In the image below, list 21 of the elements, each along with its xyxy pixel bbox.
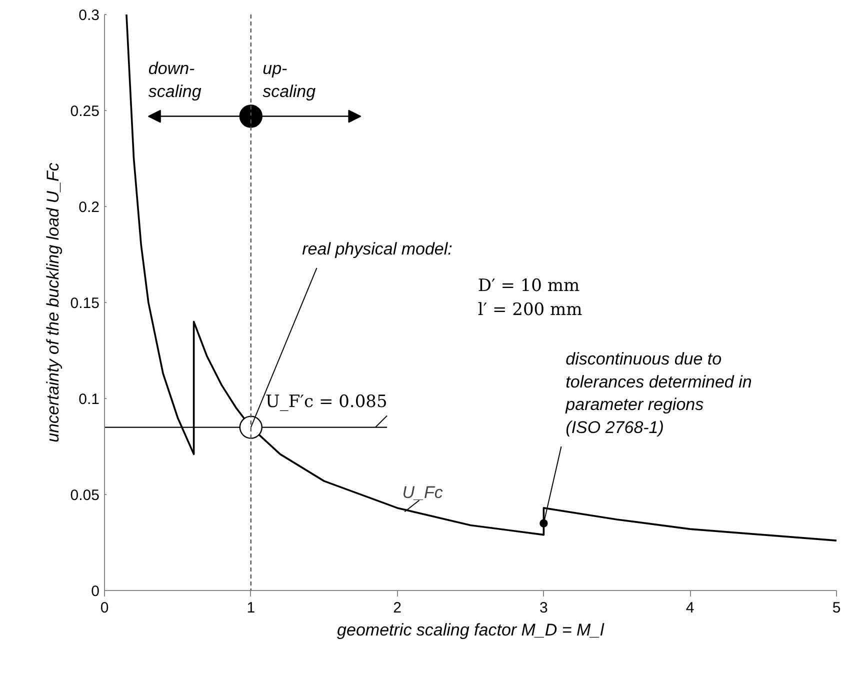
y-tick-label: 0.2 (78, 199, 100, 216)
x-tick-label: 3 (540, 600, 548, 616)
annotation: real physical model: (302, 239, 453, 258)
y-tick-label: 0.1 (78, 391, 100, 408)
x-tick-label: 1 (246, 600, 256, 616)
x-axis-title: geometric scaling factor M_D = M_l (337, 620, 606, 640)
x-tick-label: 4 (686, 600, 694, 616)
annotation: U_F′c = 0.085 (266, 392, 388, 412)
annotation: discontinuous due to tolerances determined in parameter regions (ISO 2768-1) (564, 350, 752, 437)
annotation: up- scaling (262, 59, 316, 101)
y-tick-label: 0.3 (78, 7, 100, 24)
y-axis-title: uncertainty of the buckling load U_Fc (43, 162, 62, 442)
x-tick-label: 2 (393, 600, 402, 616)
series-label: U_Fc (402, 482, 444, 502)
x-tick-label: 5 (832, 600, 841, 616)
y-tick-label: 0 (91, 583, 100, 600)
y-tick-label: 0.15 (70, 295, 100, 312)
annotation: D′ = 10 mm l′ = 200 mm (478, 276, 582, 320)
y-tick-label: 0.05 (70, 487, 100, 504)
y-tick-label: 0.25 (70, 103, 100, 120)
annotation: down- scaling (148, 59, 202, 101)
